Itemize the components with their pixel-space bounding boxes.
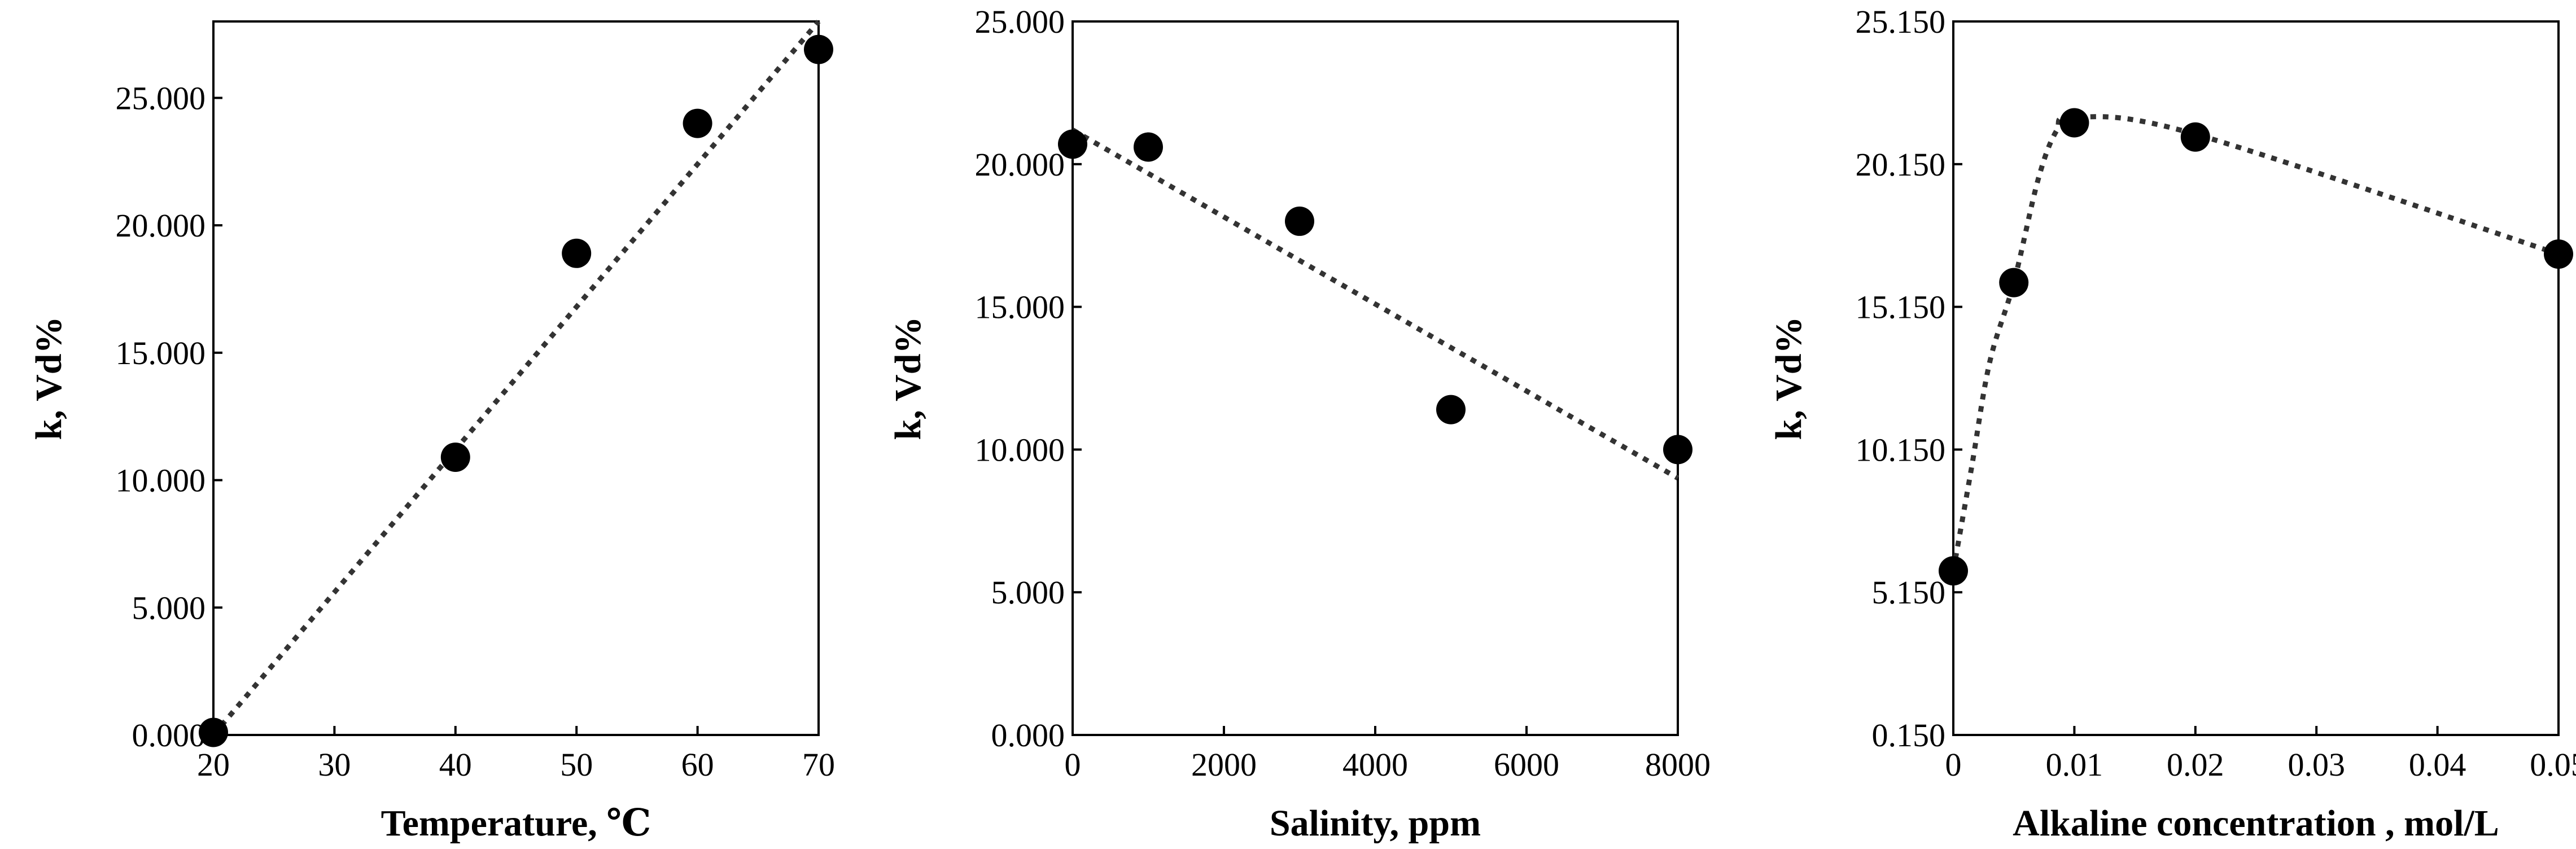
y-tick-label: 10.000 [975,431,1065,468]
data-point [804,34,833,64]
chart-alkaline-concentration: 0.150 5.150 10.150 15.150 20.150 25.150 0 0.01 0… [1768,3,2576,844]
y-tick-label: 20.150 [1856,146,1946,183]
data-point [1663,435,1692,465]
x-axis-title: Alkaline concentration , mol/L [2013,803,2499,844]
y-tick-label: 15.000 [975,289,1065,326]
data-point [199,717,228,747]
data-point [562,238,592,268]
data-point [440,442,470,472]
y-tick-label: 20.000 [116,207,206,244]
y-tick-label: 5.000 [991,574,1065,611]
x-tick-label: 0.01 [2046,746,2103,783]
data-point [683,108,712,138]
x-tick-label: 70 [802,746,835,783]
data-point [2180,122,2210,152]
y-tick-label: 10.150 [1856,431,1946,468]
plot-area-frame [1071,20,1679,736]
x-tick-label: 6000 [1494,746,1559,783]
x-tick-label: 50 [560,746,593,783]
plot-area-frame [212,20,820,736]
x-tick-label: 8000 [1645,746,1711,783]
x-tick-label: 0.03 [2288,746,2345,783]
trendline-temperature [211,20,821,737]
x-axis-title: Temperature, ℃ [381,803,651,844]
data-point [1436,395,1466,424]
x-tick-label: 30 [318,746,351,783]
data-point [2059,108,2089,138]
x-tick-label: 0.02 [2167,746,2224,783]
y-tick-label: 25.000 [975,3,1065,40]
x-tick-label: 0 [1065,746,1081,783]
x-tick-label: 20 [197,746,230,783]
data-point [1999,268,2029,297]
x-tick-label: 0 [1945,746,1962,783]
y-tick-label: 5.150 [1872,574,1946,611]
x-tick-label: 0.05 [2530,746,2576,783]
y-axis-title: k, Vd% [1768,317,1809,440]
data-point [2544,239,2573,269]
y-tick-label: 15.000 [116,335,206,371]
y-tick-label: 20.000 [975,146,1065,183]
x-tick-label: 60 [681,746,714,783]
data-point [1058,129,1087,159]
data-point [1134,132,1163,162]
x-tick-label: 40 [439,746,472,783]
y-tick-label: 0.000 [132,717,206,754]
trendline-salinity [1071,128,1680,480]
x-axis-title: Salinity, ppm [1270,803,1481,844]
y-axis-title: k, Vd% [28,317,69,440]
y-tick-label: 25.150 [1856,3,1946,40]
y-tick-label: 25.000 [116,80,206,116]
y-tick-label: 0.000 [991,717,1065,754]
x-tick-label: 2000 [1191,746,1257,783]
plot-area-frame [1952,20,2560,736]
y-tick-label: 0.150 [1872,717,1946,754]
chart-salinity: 0.000 5.000 10.000 15.000 20.000 25.000 0 2000 4… [887,3,1711,844]
data-point [1939,556,1968,586]
x-tick-label: 4000 [1342,746,1408,783]
trendline-alkaline-concentration [1950,114,2560,572]
y-tick-label: 5.000 [132,589,206,626]
x-tick-label: 0.04 [2409,746,2466,783]
chart-temperature: 0.000 5.000 10.000 15.000 20.000 25.000 20 30 40… [28,20,835,844]
y-axis-title: k, Vd% [887,317,929,440]
y-tick-label: 10.000 [116,462,206,499]
y-tick-label: 15.150 [1856,289,1946,326]
data-point [1285,206,1314,236]
